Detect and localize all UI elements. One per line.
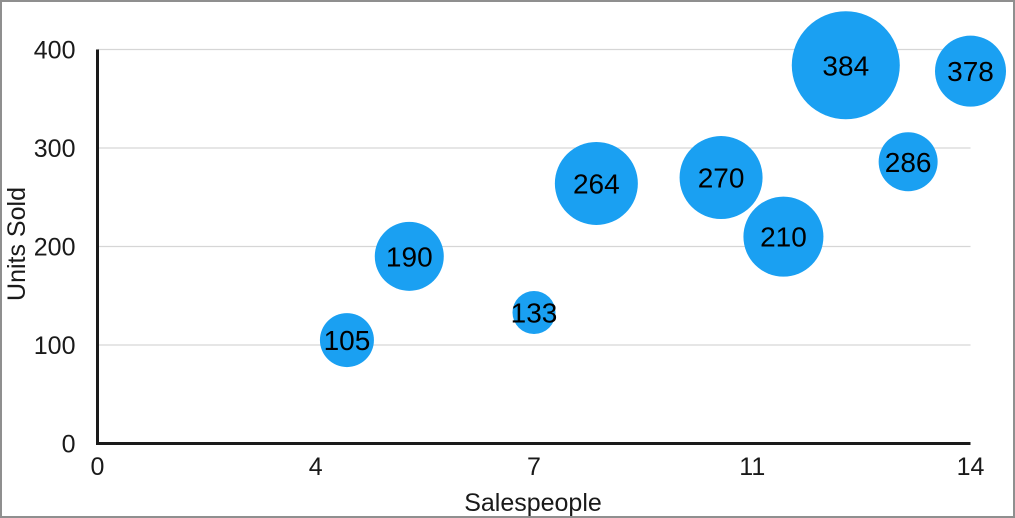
x-tick-label: 0 xyxy=(91,453,105,481)
axes-group xyxy=(96,49,971,445)
x-tick-label: 14 xyxy=(957,453,985,481)
x-tick-label: 7 xyxy=(527,453,541,481)
x-tick-label: 4 xyxy=(309,453,323,481)
bubble[interactable] xyxy=(935,35,1006,107)
bubble[interactable] xyxy=(554,141,638,225)
bubble[interactable] xyxy=(319,313,374,368)
y-axis-title: Units Sold xyxy=(3,187,31,301)
y-tick-label: 400 xyxy=(34,37,76,65)
bubble[interactable] xyxy=(374,221,444,291)
y-tick-label: 300 xyxy=(34,135,76,163)
bubble[interactable] xyxy=(878,132,938,192)
y-tick-label: 200 xyxy=(34,234,76,262)
x-tick-label: 11 xyxy=(739,453,765,481)
y-tick-label: 100 xyxy=(34,332,76,360)
bubble[interactable] xyxy=(743,196,824,277)
x-axis-title: Salespeople xyxy=(464,489,602,516)
bubble[interactable] xyxy=(791,11,900,120)
bubble[interactable] xyxy=(679,136,763,220)
tick-labels-group: 0 100 200 300 400 0 4 7 11 14 xyxy=(34,37,985,482)
bubble[interactable] xyxy=(512,290,556,334)
y-tick-label: 0 xyxy=(62,431,76,459)
